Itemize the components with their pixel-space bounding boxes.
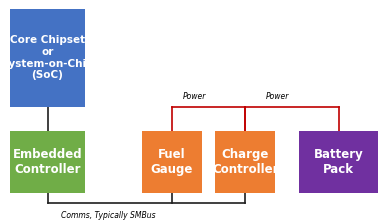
FancyBboxPatch shape (10, 131, 85, 193)
Text: Fuel
Gauge: Fuel Gauge (151, 148, 193, 176)
Text: Comms, Typically SMBus: Comms, Typically SMBus (61, 211, 156, 220)
Text: Core Chipset
or
System-on-Chip
(SoC): Core Chipset or System-on-Chip (SoC) (1, 35, 94, 80)
Text: Power: Power (182, 92, 206, 101)
Text: Battery
Pack: Battery Pack (314, 148, 364, 176)
FancyBboxPatch shape (299, 131, 378, 193)
Text: Charge
Controller: Charge Controller (212, 148, 279, 176)
Text: Embedded
Controller: Embedded Controller (13, 148, 82, 176)
Text: Power: Power (266, 92, 289, 101)
FancyBboxPatch shape (142, 131, 202, 193)
FancyBboxPatch shape (215, 131, 275, 193)
FancyBboxPatch shape (10, 9, 85, 107)
